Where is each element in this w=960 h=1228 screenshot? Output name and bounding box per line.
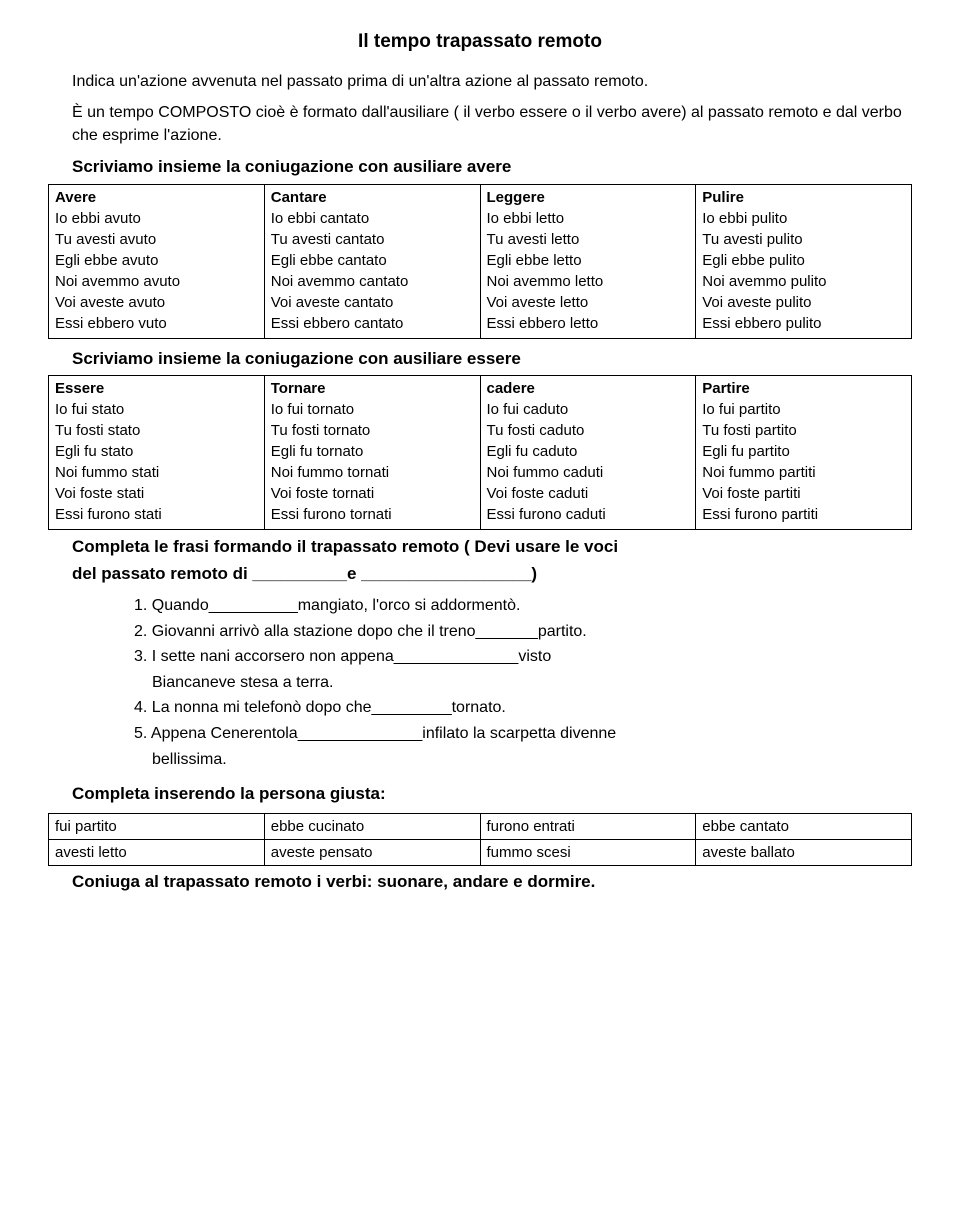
exercise-item: 4. La nonna mi telefonò dopo che________…	[134, 695, 912, 721]
conj-row: Noi fummo caduti	[487, 462, 690, 483]
cell-partire: Partire Io fui partito Tu fosti partito …	[696, 376, 912, 530]
conj-row: Essi ebbero vuto	[55, 313, 258, 334]
last-instruction: Coniuga al trapassato remoto i verbi: su…	[48, 870, 912, 895]
conj-row: Noi avemmo letto	[487, 271, 690, 292]
table-avere: Avere Io ebbi avuto Tu avesti avuto Egli…	[48, 184, 912, 339]
conj-row: Essi furono tornati	[271, 504, 474, 525]
table-essere: Essere Io fui stato Tu fosti stato Egli …	[48, 375, 912, 530]
cell-tornare: Tornare Io fui tornato Tu fosti tornato …	[264, 376, 480, 530]
conj-row: Voi foste caduti	[487, 483, 690, 504]
exercise-list: 1. Quando__________mangiato, l'orco si a…	[48, 593, 912, 772]
conj-row: Egli ebbe cantato	[271, 250, 474, 271]
conj-row: Voi aveste pulito	[702, 292, 905, 313]
conj-row: Tu avesti avuto	[55, 229, 258, 250]
table-cell: fummo scesi	[480, 839, 696, 865]
cell-cantare: Cantare Io ebbi cantato Tu avesti cantat…	[264, 184, 480, 338]
conj-row: Voi aveste letto	[487, 292, 690, 313]
conj-row: Noi fummo stati	[55, 462, 258, 483]
col-header: Avere	[55, 187, 258, 208]
conj-row: Tu avesti cantato	[271, 229, 474, 250]
table-cell: ebbe cantato	[696, 813, 912, 839]
cell-leggere: Leggere Io ebbi letto Tu avesti letto Eg…	[480, 184, 696, 338]
conj-row: Voi aveste avuto	[55, 292, 258, 313]
conj-row: Io ebbi cantato	[271, 208, 474, 229]
exercise-item: 5. Appena Cenerentola______________infil…	[134, 721, 912, 747]
conj-row: Essi ebbero pulito	[702, 313, 905, 334]
conj-row: Voi foste stati	[55, 483, 258, 504]
conj-row: Noi fummo partiti	[702, 462, 905, 483]
table-cell: avesti letto	[49, 839, 265, 865]
conj-row: Tu fosti partito	[702, 420, 905, 441]
exercise-item: 2. Giovanni arrivò alla stazione dopo ch…	[134, 619, 912, 645]
subtitle-essere: Scriviamo insieme la coniugazione con au…	[48, 347, 912, 372]
conj-row: Voi aveste cantato	[271, 292, 474, 313]
conj-row: Tu fosti stato	[55, 420, 258, 441]
conj-row: Egli fu tornato	[271, 441, 474, 462]
col-header: Pulire	[702, 187, 905, 208]
conj-row: Io ebbi letto	[487, 208, 690, 229]
table-cell: ebbe cucinato	[264, 813, 480, 839]
completa-line-a: Completa le frasi formando il trapassato…	[72, 534, 912, 560]
conj-row: Noi avemmo cantato	[271, 271, 474, 292]
conj-row: Egli ebbe pulito	[702, 250, 905, 271]
conj-row: Essi furono caduti	[487, 504, 690, 525]
conj-row: Noi fummo tornati	[271, 462, 474, 483]
col-header: cadere	[487, 378, 690, 399]
exercise-item: 1. Quando__________mangiato, l'orco si a…	[134, 593, 912, 619]
conj-row: Io ebbi pulito	[702, 208, 905, 229]
intro-2: È un tempo COMPOSTO cioè è formato dall'…	[48, 101, 912, 147]
conj-row: Essi ebbero letto	[487, 313, 690, 334]
conj-row: Io ebbi avuto	[55, 208, 258, 229]
exercise-item-cont: Biancaneve stesa a terra.	[134, 670, 912, 696]
conj-row: Egli fu stato	[55, 441, 258, 462]
conj-row: Io fui caduto	[487, 399, 690, 420]
conj-row: Voi foste partiti	[702, 483, 905, 504]
conj-row: Noi avemmo pulito	[702, 271, 905, 292]
exercise-item: 3. I sette nani accorsero non appena____…	[134, 644, 912, 670]
cell-pulire: Pulire Io ebbi pulito Tu avesti pulito E…	[696, 184, 912, 338]
conj-row: Tu fosti caduto	[487, 420, 690, 441]
cell-cadere: cadere Io fui caduto Tu fosti caduto Egl…	[480, 376, 696, 530]
table-persona: fui partito ebbe cucinato furono entrati…	[48, 813, 912, 866]
col-header: Tornare	[271, 378, 474, 399]
conj-row: Essi ebbero cantato	[271, 313, 474, 334]
table-cell: aveste pensato	[264, 839, 480, 865]
conj-row: Noi avemmo avuto	[55, 271, 258, 292]
col-header: Partire	[702, 378, 905, 399]
conj-row: Egli ebbe letto	[487, 250, 690, 271]
conj-row: Essi furono stati	[55, 504, 258, 525]
conj-row: Tu fosti tornato	[271, 420, 474, 441]
completa-line-b: del passato remoto di __________e ______…	[72, 561, 912, 587]
page-title: Il tempo trapassato remoto	[48, 28, 912, 56]
conj-row: Voi foste tornati	[271, 483, 474, 504]
table-cell: fui partito	[49, 813, 265, 839]
conj-row: Io fui tornato	[271, 399, 474, 420]
conj-row: Io fui partito	[702, 399, 905, 420]
conj-row: Essi furono partiti	[702, 504, 905, 525]
completa-persona: Completa inserendo la persona giusta:	[48, 782, 912, 807]
intro-1: Indica un'azione avvenuta nel passato pr…	[48, 70, 912, 93]
cell-avere: Avere Io ebbi avuto Tu avesti avuto Egli…	[49, 184, 265, 338]
conj-row: Tu avesti pulito	[702, 229, 905, 250]
conj-row: Io fui stato	[55, 399, 258, 420]
subtitle-avere: Scriviamo insieme la coniugazione con au…	[48, 155, 912, 180]
col-header: Leggere	[487, 187, 690, 208]
col-header: Cantare	[271, 187, 474, 208]
conj-row: Tu avesti letto	[487, 229, 690, 250]
col-header: Essere	[55, 378, 258, 399]
table-cell: aveste ballato	[696, 839, 912, 865]
exercise-item-cont: bellissima.	[134, 747, 912, 773]
conj-row: Egli ebbe avuto	[55, 250, 258, 271]
conj-row: Egli fu caduto	[487, 441, 690, 462]
conj-row: Egli fu partito	[702, 441, 905, 462]
cell-essere: Essere Io fui stato Tu fosti stato Egli …	[49, 376, 265, 530]
table-cell: furono entrati	[480, 813, 696, 839]
